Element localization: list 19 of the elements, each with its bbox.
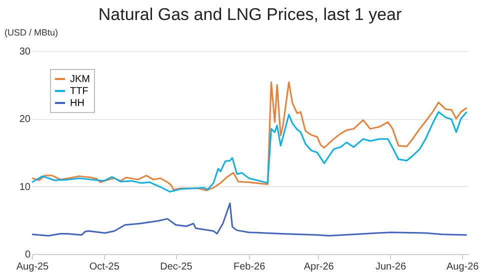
line-series — [31, 111, 468, 192]
x-tick-label: Jun-26 — [375, 262, 406, 272]
y-tick-label: 30 — [19, 46, 31, 58]
x-tick-label: Apr-26 — [304, 262, 334, 272]
line-series — [31, 202, 468, 236]
x-tick-label: Oct-25 — [89, 262, 120, 272]
x-tick-label: Dec-25 — [160, 262, 193, 272]
x-tick-label: Feb-26 — [233, 262, 266, 272]
legend-label: TTF — [70, 86, 88, 97]
y-tick-label: 0 — [24, 250, 31, 260]
legend-label: HH — [70, 98, 84, 109]
y-tick-label: 10 — [19, 182, 31, 193]
y-axis-title: (USD / MBtu) — [4, 28, 58, 38]
chart-title: Natural Gas and LNG Prices, last 1 year — [98, 5, 402, 24]
x-tick-label: Aug-26 — [446, 262, 480, 272]
x-tick-label: Aug-25 — [16, 262, 50, 272]
legend-label: JKM — [70, 74, 90, 85]
line-series — [31, 81, 468, 192]
y-tick-label: 20 — [19, 114, 31, 126]
